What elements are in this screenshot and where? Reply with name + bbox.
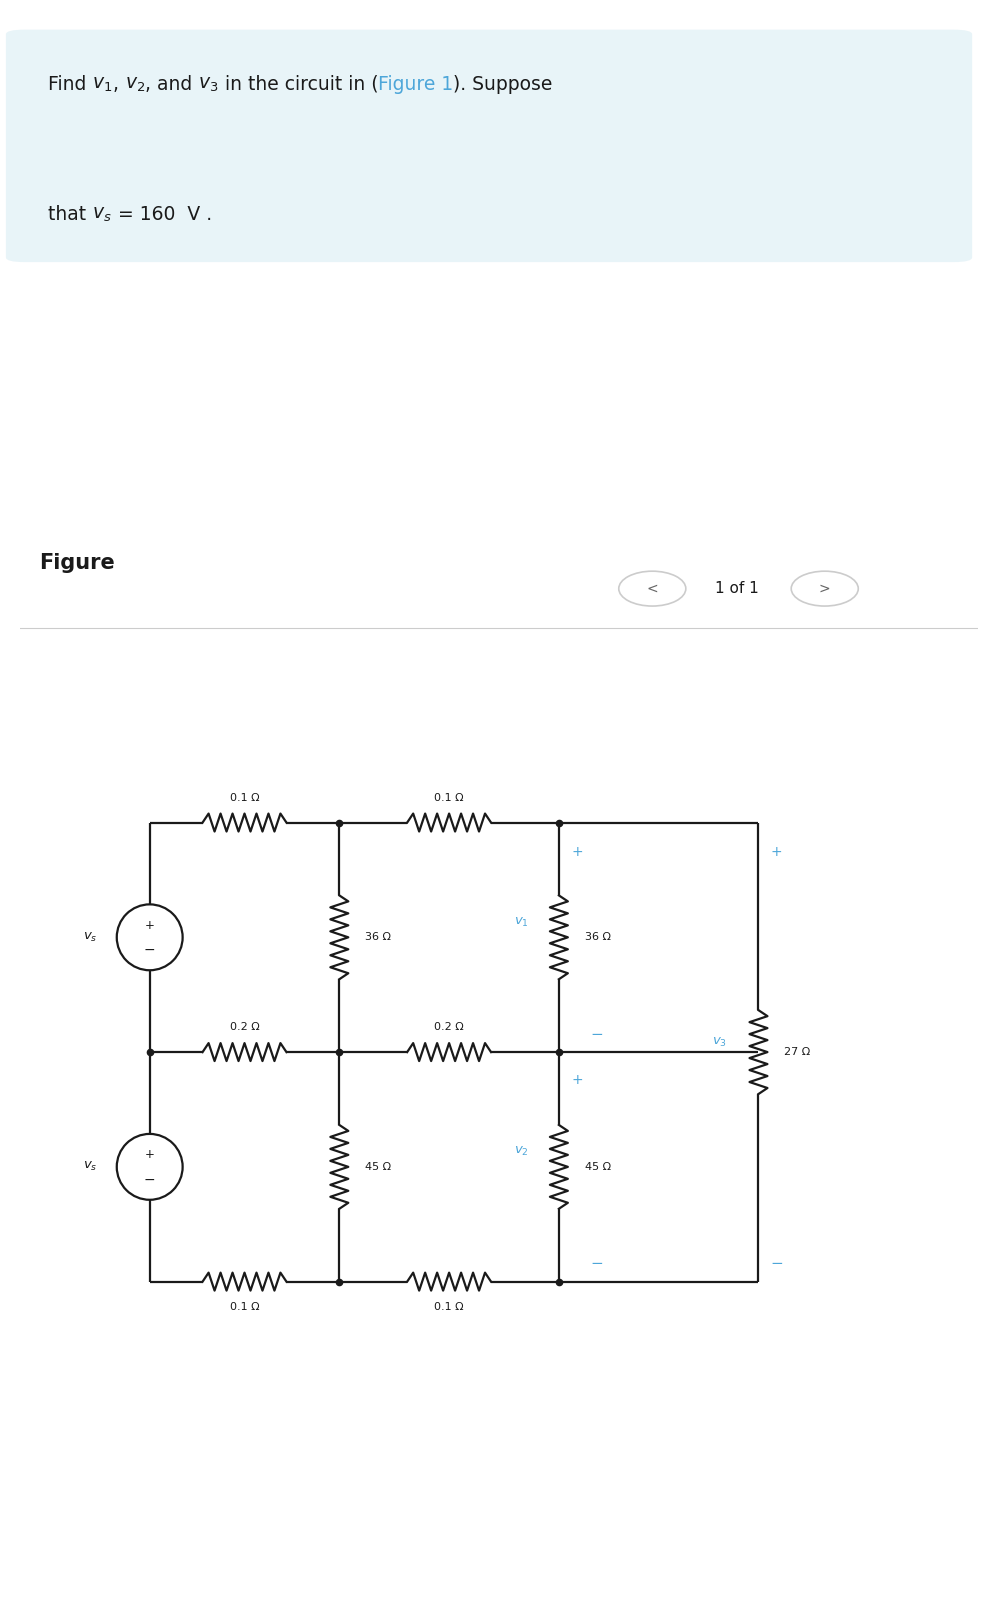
Text: Figure 1: Figure 1 <box>378 75 453 93</box>
Text: , and: , and <box>145 75 199 93</box>
Text: ). Suppose: ). Suppose <box>453 75 553 93</box>
Text: 0.1 Ω: 0.1 Ω <box>434 1302 464 1311</box>
Text: $v_3$: $v_3$ <box>199 75 219 93</box>
Text: 0.1 Ω: 0.1 Ω <box>230 792 259 803</box>
Text: +: + <box>571 1072 583 1087</box>
Text: $v_s$: $v_s$ <box>84 1161 98 1173</box>
Text: +: + <box>145 919 155 931</box>
Text: 0.1 Ω: 0.1 Ω <box>434 792 464 803</box>
Text: −: − <box>144 943 156 957</box>
Text: −: − <box>144 1173 156 1186</box>
Text: $v_s$: $v_s$ <box>92 205 112 224</box>
Text: in the circuit in (: in the circuit in ( <box>219 75 378 93</box>
Text: >: > <box>819 582 830 596</box>
Text: = 160  V .: = 160 V . <box>112 205 212 224</box>
Text: $v_1$: $v_1$ <box>93 75 113 93</box>
Text: Figure: Figure <box>39 553 115 572</box>
Text: 36 Ω: 36 Ω <box>585 933 611 943</box>
Text: 36 Ω: 36 Ω <box>365 933 391 943</box>
Text: $v_2$: $v_2$ <box>514 1145 529 1159</box>
Text: −: − <box>591 1026 604 1042</box>
Text: <: < <box>647 582 658 596</box>
Text: 45 Ω: 45 Ω <box>365 1162 391 1172</box>
Text: $v_2$: $v_2$ <box>125 75 145 93</box>
Text: $v_1$: $v_1$ <box>514 915 529 928</box>
Text: $v_3$: $v_3$ <box>712 1036 727 1048</box>
Text: ,: , <box>113 75 125 93</box>
Text: 1 of 1: 1 of 1 <box>715 582 758 596</box>
Text: 45 Ω: 45 Ω <box>585 1162 611 1172</box>
Text: +: + <box>145 1148 155 1162</box>
Text: $v_s$: $v_s$ <box>84 931 98 944</box>
Text: 0.2 Ω: 0.2 Ω <box>434 1023 464 1032</box>
FancyBboxPatch shape <box>6 29 972 263</box>
Text: that: that <box>48 205 92 224</box>
Text: 0.2 Ω: 0.2 Ω <box>230 1023 259 1032</box>
Text: 0.1 Ω: 0.1 Ω <box>230 1302 259 1311</box>
Text: +: + <box>770 845 782 859</box>
Text: 27 Ω: 27 Ω <box>784 1047 810 1056</box>
Text: −: − <box>591 1257 604 1271</box>
Text: Find: Find <box>48 75 93 93</box>
Text: −: − <box>770 1257 782 1271</box>
Text: +: + <box>571 845 583 859</box>
